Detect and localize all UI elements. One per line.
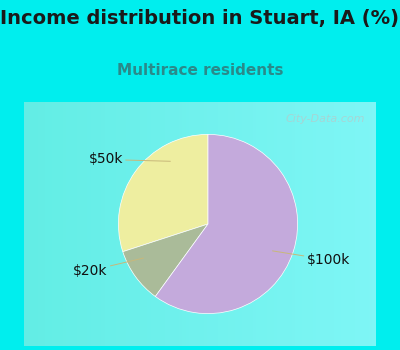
Text: $100k: $100k: [272, 251, 350, 267]
Text: Multirace residents: Multirace residents: [117, 63, 283, 78]
Text: City-Data.com: City-Data.com: [286, 114, 366, 124]
Wedge shape: [123, 224, 208, 296]
Wedge shape: [155, 134, 298, 314]
Text: Income distribution in Stuart, IA (%): Income distribution in Stuart, IA (%): [0, 9, 400, 28]
Text: $50k: $50k: [88, 153, 170, 167]
Wedge shape: [118, 134, 208, 252]
Text: $20k: $20k: [73, 258, 144, 278]
